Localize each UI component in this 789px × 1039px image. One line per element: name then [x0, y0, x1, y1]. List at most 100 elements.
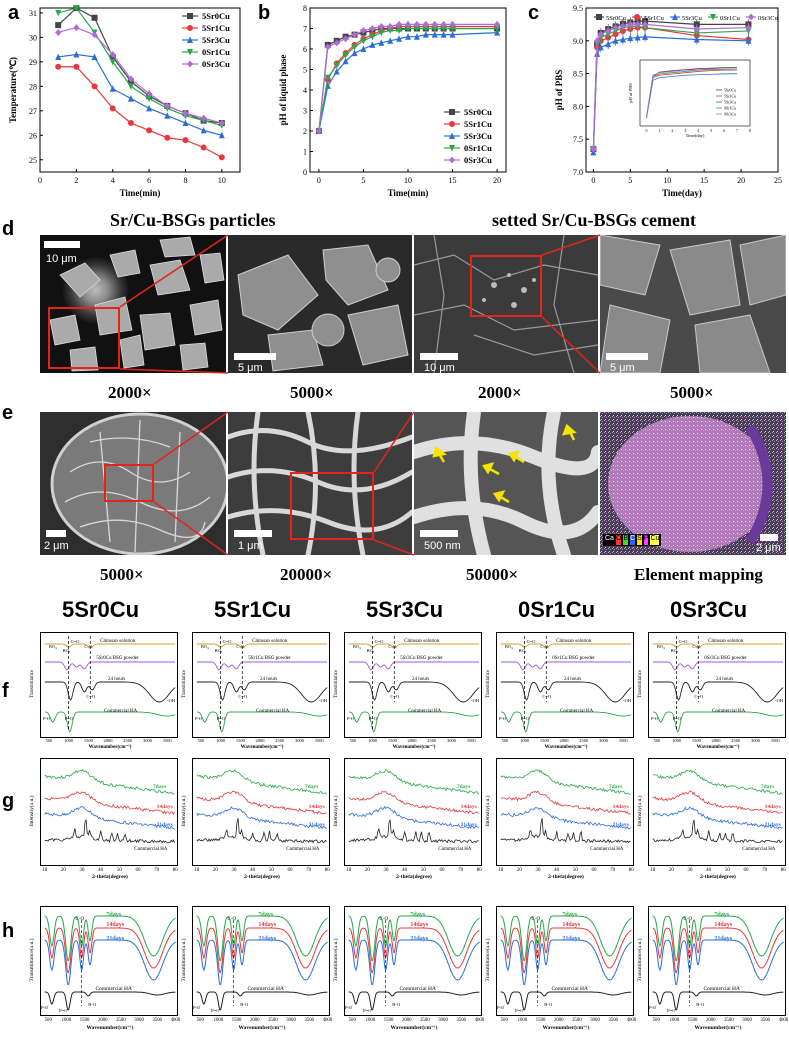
ftir-curve: [348, 939, 480, 985]
p=o-label: P=O: [65, 716, 74, 721]
data-point: [605, 27, 612, 35]
y-tick-label: 7: [303, 25, 307, 34]
ha-label: Commercial HA: [560, 709, 594, 714]
xrd-curve: [652, 806, 783, 830]
sample-header-5: 0Sr3Cu: [670, 597, 748, 622]
x-tick-label: 1000: [62, 1018, 72, 1023]
data-point: [449, 20, 456, 28]
ftir-panel-5Sr1Cu: Chitosan solution 5Sr1Cu BSG powder 24 hou…: [182, 632, 330, 750]
mag-label-e4: Element mapping: [634, 565, 763, 584]
x-tick-label: 2000: [104, 738, 114, 743]
x-tick-label: 3500: [456, 1018, 466, 1023]
x-tick-label: 50: [117, 868, 123, 873]
xrd-curve: [44, 806, 175, 830]
c=o-label-2: C=O: [86, 694, 96, 699]
legend-b: B: [623, 535, 629, 545]
data-point: [218, 131, 225, 139]
data-point: [73, 63, 80, 70]
data-point: [431, 20, 438, 28]
series-line: [58, 53, 222, 136]
ftir-immersion-panel-5Sr1Cu: 7days 14days 21days Commercial HA C-O P-O P=O H…: [180, 906, 333, 1031]
ftir-curve: [348, 915, 480, 961]
zoom-connector-lines: [119, 234, 601, 374]
ftir-plot: Chitosan solution 0Sr3Cu BSG powder 24 hou…: [638, 636, 784, 750]
data-point: [693, 35, 700, 43]
x-tick-label: 20: [365, 868, 371, 873]
x-tick-label: 1500: [540, 738, 550, 743]
x-tick-label: 3500: [163, 738, 173, 743]
ftir-immersion-panel-5Sr0Cu: 7days 14days 21days Commercial HA C-O P-O P=O H…: [28, 906, 181, 1031]
p=o-label: P=O: [673, 716, 682, 721]
xrd-curve: [348, 805, 479, 830]
series-line: [58, 26, 222, 124]
y-axis-label: pH of PBS: [554, 70, 564, 111]
powder-label: 0Sr3Cu BSG powder: [704, 656, 747, 661]
x-tick-label: 1000: [366, 1018, 376, 1023]
data-point: [597, 43, 604, 51]
ha-label: Commercial HA: [590, 847, 624, 852]
x-axis-label: Wavenumber(cm⁻¹): [393, 744, 436, 750]
y-tick-label: 30: [29, 33, 37, 42]
data-point: [378, 39, 385, 46]
legend: 5Sr0Cu 5Sr1Cu 5Sr3Cu 0Sr1Cu 0Sr3Cu: [182, 11, 230, 69]
data-point: [642, 20, 649, 28]
x-axis-label: 2-theta(degree): [700, 873, 736, 880]
c-o-label: C-O: [76, 917, 85, 922]
ftir-immersion-panel-0Sr3Cu: 7days 14days 21days Commercial HA C-O P-O P=O H…: [636, 906, 789, 1031]
data-point: [200, 114, 207, 122]
data-point: [494, 20, 501, 28]
ftir-curve: [196, 643, 328, 649]
x-tick-label: 1000: [672, 738, 682, 743]
x-tick-label: 20: [213, 868, 219, 873]
data-point: [55, 63, 62, 70]
data-point: [449, 31, 456, 38]
legend-label: 0Sr3Cu: [464, 155, 492, 165]
data-point: [55, 9, 62, 17]
series-0Sr3Cu: [55, 24, 225, 127]
x-tick-label: 3000: [751, 738, 761, 743]
x-tick-label: 10: [42, 868, 48, 873]
data-point: [315, 127, 322, 135]
x-tick-label: 4: [111, 176, 115, 185]
ftir-curve: [44, 991, 176, 1011]
legend-marker: [672, 13, 678, 20]
y-tick-label: 0: [303, 168, 307, 177]
data-point: [369, 33, 376, 41]
data-point: [405, 25, 411, 32]
powder-label: 0Sr1Cu BSG powder: [552, 656, 595, 661]
14days-label: 14days: [714, 922, 732, 928]
data-point: [396, 20, 403, 28]
data-point: [146, 95, 153, 103]
legend-marker: [187, 13, 193, 19]
x-axis-label: Time(day): [662, 188, 702, 198]
chitosan-label: Chitosan solution: [100, 639, 136, 644]
x-tick-label: 3500: [760, 1018, 770, 1023]
chitosan-label: Chitosan solution: [252, 639, 288, 644]
legend-ca: Ca: [605, 535, 614, 542]
ftir-curve: [652, 939, 784, 985]
scale-label: 1 μm: [238, 540, 263, 552]
24h-label: 24 hours: [412, 677, 429, 682]
y-axis-label: Transmittance(a.u.): [180, 938, 187, 981]
series-0Sr1Cu: [315, 25, 501, 135]
p=o-label: P=O: [369, 716, 378, 721]
scale-bar: [606, 353, 648, 360]
scale-bar: [46, 530, 66, 537]
legend-label: 5Sr3Cu: [682, 15, 703, 22]
xrd-curve: [348, 819, 479, 844]
inset-x-tick: 5: [710, 128, 712, 133]
p-o-label: P-O: [193, 1005, 201, 1010]
y-axis-label: Transmittance(a.u.): [28, 938, 35, 981]
xrd-curve: [652, 819, 783, 844]
y-tick-label: 29: [29, 58, 37, 67]
ftir-curve: [652, 711, 784, 733]
ftir-curve: [44, 661, 176, 671]
x-tick-label: 500: [501, 1018, 509, 1023]
p=o-label: P=O: [363, 1008, 372, 1013]
data-point: [200, 144, 207, 151]
7days-label: 7days: [410, 912, 425, 918]
14days-label: 14days: [613, 804, 629, 810]
ftir-curve: [196, 681, 328, 703]
data-point: [351, 49, 358, 57]
p=o-label: P=O: [217, 716, 226, 721]
